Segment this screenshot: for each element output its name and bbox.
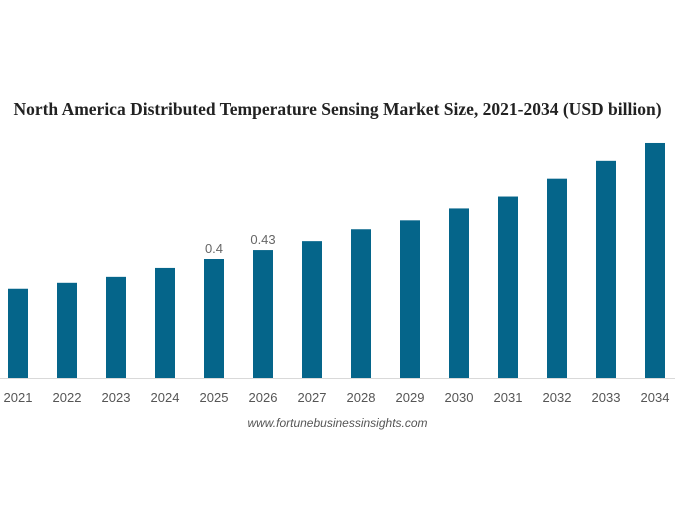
bar-2024 <box>155 267 175 378</box>
bar-2021 <box>8 288 28 378</box>
bar-2029 <box>400 220 420 378</box>
bar-2030 <box>449 208 469 378</box>
bar-2031 <box>498 196 518 378</box>
x-tick-label: 2033 <box>592 390 621 405</box>
bar-2022 <box>57 282 77 378</box>
data-label-2025: 0.4 <box>205 241 223 256</box>
x-tick-label: 2023 <box>102 390 131 405</box>
x-tick-label: 2032 <box>543 390 572 405</box>
bar-2027 <box>302 241 322 378</box>
bar-2023 <box>106 276 126 378</box>
bar-2025 <box>204 259 224 378</box>
data-label-2026: 0.43 <box>250 232 275 247</box>
x-tick-label: 2031 <box>494 390 523 405</box>
bar-2032 <box>547 178 567 378</box>
x-tick-label: 2034 <box>641 390 670 405</box>
x-tick-label: 2026 <box>249 390 278 405</box>
bar-2026 <box>253 250 273 378</box>
x-tick-label: 2025 <box>200 390 229 405</box>
x-tick-label: 2021 <box>4 390 33 405</box>
x-tick-label: 2029 <box>396 390 425 405</box>
x-tick-label: 2028 <box>347 390 376 405</box>
chart-title: North America Distributed Temperature Se… <box>13 99 662 119</box>
source-text: www.fortunebusinessinsights.com <box>247 416 428 430</box>
x-tick-label: 2022 <box>53 390 82 405</box>
bar-2033 <box>596 160 616 378</box>
x-tick-label: 2030 <box>445 390 474 405</box>
x-tick-label: 2024 <box>151 390 180 405</box>
bar-2034 <box>645 142 665 378</box>
bar-2028 <box>351 229 371 378</box>
x-tick-label: 2027 <box>298 390 327 405</box>
